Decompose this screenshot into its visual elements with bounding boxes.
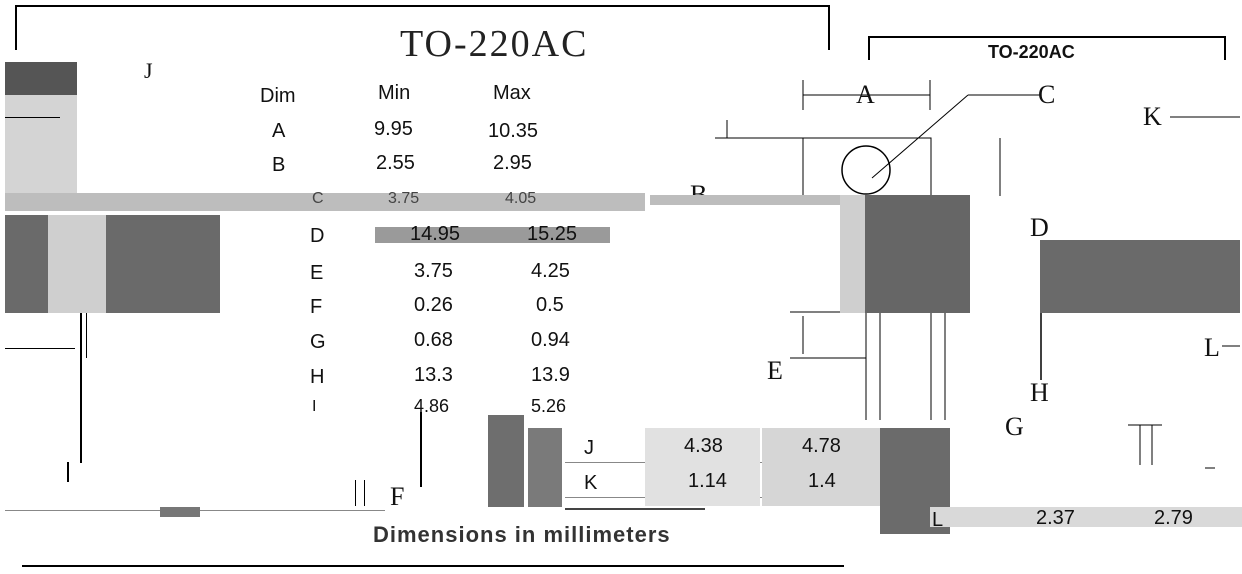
front-view-strip — [650, 195, 970, 205]
side-view-body-light — [48, 215, 106, 313]
table-row-c-strip — [5, 193, 645, 211]
dim-line-left-1 — [5, 348, 75, 349]
label-d: D — [1030, 213, 1049, 242]
table-lower-divider — [420, 412, 422, 487]
side-view-body-dark — [5, 215, 220, 313]
label-f: F — [390, 482, 405, 511]
table-row-c-max: 4.05 — [505, 190, 537, 207]
table-row-h-dim: H — [310, 366, 325, 388]
label-a: A — [856, 80, 875, 109]
bottom-left-block — [160, 507, 200, 517]
label-h: H — [1030, 378, 1049, 407]
table-row-j-min-block — [645, 428, 760, 506]
table-row-i-min: 4.86 — [414, 396, 450, 416]
table-row-c-dim: C — [312, 190, 324, 207]
frame-top-line — [15, 5, 830, 7]
table-row-a-dim: A — [272, 120, 286, 142]
f-tick-2 — [364, 480, 365, 506]
table-header-max: Max — [493, 82, 531, 104]
table-row-i-dim: I — [312, 398, 317, 415]
table-row-j-max-block — [762, 428, 880, 506]
table-row-l-dim: L — [932, 509, 944, 531]
table-row-k-min: 1.14 — [688, 470, 727, 492]
table-row-g-max: 0.94 — [531, 329, 570, 351]
table-row-h-max: 13.9 — [531, 364, 570, 386]
package-title-right: TO-220AC — [988, 42, 1075, 62]
package-title-right-box — [868, 36, 1226, 60]
front-view-body — [865, 195, 970, 313]
frame-bottom-line — [22, 565, 844, 567]
table-row-d-dim: D — [310, 225, 325, 247]
table-row-j-min: 4.38 — [684, 435, 723, 457]
table-row-g-min: 0.68 — [414, 329, 453, 351]
table-row-e-max: 4.25 — [531, 260, 570, 282]
table-header-min: Min — [378, 82, 411, 104]
table-lower-block-2 — [528, 428, 562, 507]
label-j-left: J — [144, 58, 153, 83]
table-row-e-dim: E — [310, 262, 324, 284]
table-row-i-max: 5.26 — [531, 396, 567, 416]
table-row-c-min: 3.75 — [388, 190, 420, 207]
dim-line-left-3 — [67, 462, 69, 482]
table-row-d-min: 14.95 — [410, 223, 461, 245]
table-row-l-max: 2.79 — [1154, 507, 1193, 529]
table-row-d-max: 15.25 — [527, 223, 578, 245]
table-row-e-min: 3.75 — [414, 260, 453, 282]
dim-line-left-2 — [5, 117, 60, 118]
table-row-g-dim: G — [310, 331, 326, 353]
table-lower-block-1 — [488, 415, 524, 507]
package-title-left: TO-220AC — [400, 23, 589, 65]
table-row-j-max: 4.78 — [802, 435, 841, 457]
table-row-h-min: 13.3 — [414, 364, 453, 386]
side-view-heatsink — [5, 95, 77, 195]
table-row-b-max: 2.95 — [493, 152, 532, 174]
table-row-f-min: 0.26 — [414, 294, 453, 316]
frame-right-line — [828, 5, 830, 50]
label-k: K — [1143, 102, 1162, 131]
label-l: L — [1204, 333, 1220, 362]
table-bottom-rule — [565, 508, 705, 510]
table-row-l-min: 2.37 — [1036, 507, 1075, 529]
front-view-body-left — [840, 195, 865, 313]
side-view-lead — [80, 313, 82, 463]
table-row-b-min: 2.55 — [376, 152, 415, 174]
f-tick-1 — [355, 480, 356, 506]
table-row-a-min: 9.95 — [374, 118, 413, 140]
frame-left-line — [15, 5, 17, 50]
footer-note: Dimensions in millimeters — [373, 522, 671, 547]
table-row-f-dim: F — [310, 296, 323, 318]
front-view-body-right — [1040, 240, 1240, 313]
table-header-dim: Dim — [260, 85, 296, 107]
label-g: G — [1005, 412, 1024, 441]
table-row-l-band — [930, 507, 1242, 527]
table-row-j-dim: J — [584, 437, 594, 459]
table-row-a-max: 10.35 — [488, 120, 539, 142]
table-row-f-max: 0.5 — [536, 294, 564, 316]
label-e: E — [767, 356, 783, 385]
table-row-k-dim: K — [584, 472, 598, 494]
table-row-k-max: 1.4 — [808, 470, 836, 492]
table-row-b-dim: B — [272, 154, 286, 176]
side-view-lead-2 — [86, 313, 87, 358]
table-row-d-band — [375, 227, 610, 243]
label-c: C — [1038, 80, 1056, 109]
